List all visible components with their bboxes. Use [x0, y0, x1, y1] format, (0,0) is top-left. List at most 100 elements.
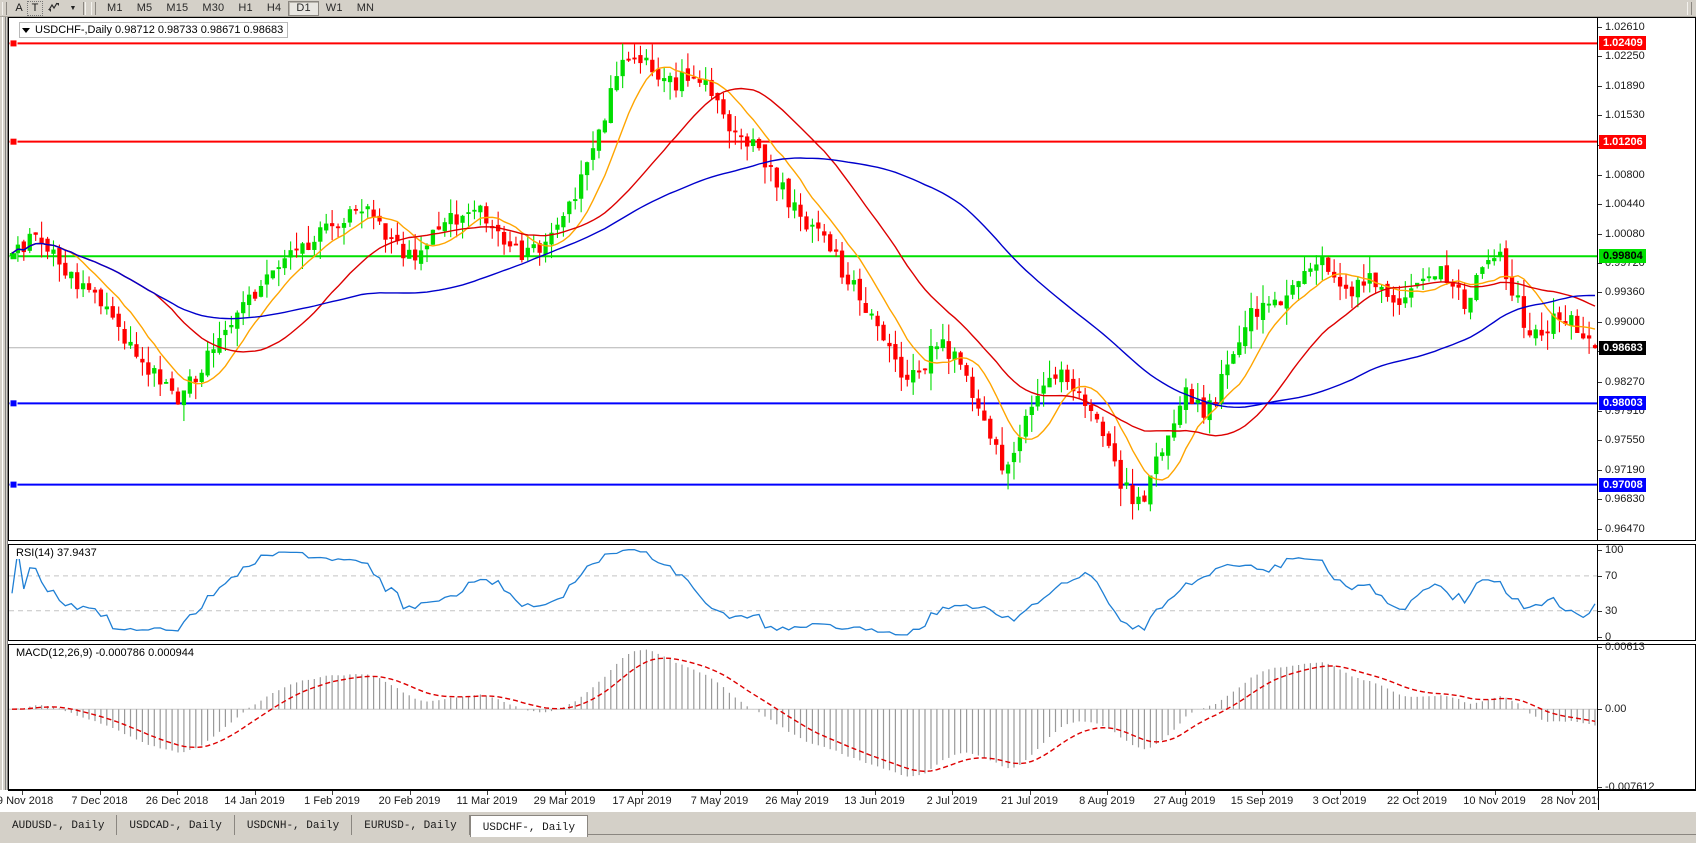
level-handle-resistance-1-01206[interactable]: [9, 137, 18, 146]
candle-body: [365, 206, 370, 210]
candle-body: [1569, 315, 1574, 326]
macd-canvas[interactable]: [9, 645, 1598, 789]
price-tag-0-99804[interactable]: 0.99804: [1599, 249, 1646, 264]
drawing-tools-icon[interactable]: [43, 1, 64, 16]
candle-body: [1498, 251, 1503, 257]
candle-body: [590, 148, 596, 160]
candle-body: [626, 58, 631, 61]
candle-body: [98, 289, 104, 307]
timeframe-grip[interactable]: [91, 1, 96, 15]
price-tick-label: 1.02250: [1605, 50, 1645, 63]
candle-body: [1148, 475, 1153, 505]
macd-signal-line[interactable]: [11, 657, 1596, 773]
candle-body: [833, 249, 839, 252]
timeframe-m15[interactable]: M15: [166, 2, 189, 14]
chart-tab-eurusd[interactable]: EURUSD-, Daily: [352, 815, 470, 835]
price-tag-1-02409[interactable]: 1.02409: [1599, 36, 1646, 51]
symbol-header-text: USDCHF-,Daily 0.98712 0.98733 0.98671 0.…: [35, 24, 284, 36]
toolbar-grip[interactable]: [2, 1, 7, 15]
candle-body: [1385, 283, 1390, 297]
moving-average-ma-mid-25[interactable]: [11, 87, 1596, 437]
price-tick-label: 1.00080: [1605, 227, 1645, 240]
candle-body: [507, 241, 513, 247]
candle-body: [1373, 272, 1378, 288]
timeframe-m1[interactable]: M1: [107, 2, 123, 14]
timeframe-mn[interactable]: MN: [356, 2, 375, 14]
level-handle-support-0-98003[interactable]: [9, 399, 18, 408]
price-tick-label: 1.00440: [1605, 198, 1645, 211]
toolbar-end-grip[interactable]: [1687, 2, 1692, 15]
candle-body: [27, 233, 32, 251]
candle-body: [614, 76, 619, 91]
candle-body: [1302, 271, 1307, 284]
date-tick-mark: [99, 791, 101, 795]
price-tag-0-97008[interactable]: 0.97008: [1599, 477, 1646, 492]
date-tick-label: 27 Aug 2019: [1153, 795, 1216, 807]
candle-body: [128, 341, 133, 346]
candle-body: [1160, 452, 1165, 457]
timeframe-d1[interactable]: D1: [288, 0, 319, 16]
symbol-header[interactable]: USDCHF-,Daily 0.98712 0.98733 0.98671 0.…: [19, 22, 289, 38]
chart-tab-usdcad[interactable]: USDCAD-, Daily: [117, 815, 235, 835]
candle-body: [1361, 281, 1366, 286]
date-axis[interactable]: 19 Nov 2018 7 Dec 2018 26 Dec 2018 14 Jan 2…: [0, 790, 1603, 810]
date-tick-label: 3 Oct 2019: [1312, 795, 1367, 807]
moving-average-ma-slow-60[interactable]: [11, 157, 1596, 409]
candle-body: [448, 212, 453, 225]
timeframe-h4[interactable]: H4: [266, 2, 282, 14]
candle-body: [454, 214, 459, 225]
price-axis[interactable]: 1.026101.022501.018901.015301.011601.008…: [1597, 18, 1695, 540]
candle-body: [1094, 413, 1100, 420]
candle-body: [1023, 415, 1028, 437]
price-tick-label: 0.97550: [1605, 434, 1645, 447]
candle-body: [1326, 257, 1331, 272]
candle-body: [1029, 406, 1034, 416]
rsi-canvas[interactable]: [9, 545, 1598, 640]
candle-body: [768, 165, 774, 167]
rsi-line[interactable]: [11, 549, 1596, 636]
moving-average-ma-fast-9[interactable]: [11, 66, 1596, 481]
macd-panel[interactable]: MACD(12,26,9) -0.000786 0.000944 0.00613…: [8, 641, 1696, 793]
candle-body: [9, 253, 15, 257]
text-label-tool-icon[interactable]: T: [27, 0, 43, 16]
candle-body: [229, 325, 234, 328]
candle-body: [1100, 421, 1106, 437]
date-tick-mark: [1184, 791, 1186, 795]
price-tag-0-98003[interactable]: 0.98003: [1599, 396, 1646, 411]
candle-body: [1011, 452, 1017, 463]
timeframe-m5[interactable]: M5: [136, 2, 153, 14]
candle-body: [555, 224, 560, 230]
date-tick-mark: [1572, 791, 1573, 795]
chart-tab-bar: AUDUSD-, Daily USDCAD-, Daily USDCNH-, D…: [0, 811, 1696, 843]
price-tag-0-98683[interactable]: 0.98683: [1599, 340, 1646, 355]
price-chart-panel[interactable]: USDCHF-,Daily 0.98712 0.98733 0.98671 0.…: [8, 17, 1696, 541]
candlestick-series: [9, 43, 1598, 520]
chart-left-rail: [0, 17, 8, 790]
date-tick-mark: [409, 791, 411, 795]
text-tool-icon[interactable]: A: [15, 1, 23, 14]
candle-body: [679, 71, 685, 92]
chart-tab-usdcnh[interactable]: USDCNH-, Daily: [235, 815, 353, 835]
candle-body: [638, 55, 643, 64]
price-tick-mark: [1598, 204, 1602, 206]
candle-body: [383, 223, 388, 240]
drawing-tools-chevron-down-icon[interactable]: ▼: [69, 4, 77, 12]
candle-body: [252, 291, 258, 299]
price-chart-canvas[interactable]: [9, 18, 1598, 540]
level-handle-resistance-1-02409[interactable]: [9, 39, 18, 48]
date-tick-mark: [1417, 791, 1418, 795]
timeframe-w1[interactable]: W1: [325, 2, 343, 14]
level-handle-support-0-97008[interactable]: [9, 480, 18, 489]
price-tick-mark: [1598, 263, 1602, 265]
chart-tab-audusd[interactable]: AUDUSD-, Daily: [0, 815, 118, 835]
chart-tab-usdchf[interactable]: USDCHF-, Daily: [469, 815, 589, 837]
candle-body: [389, 237, 394, 239]
price-tag-1-01206[interactable]: 1.01206: [1599, 134, 1646, 149]
candle-body: [1462, 289, 1467, 309]
timeframe-h1[interactable]: H1: [238, 2, 253, 14]
collapse-triangle-icon[interactable]: [22, 27, 30, 33]
timeframe-m30[interactable]: M30: [202, 2, 225, 14]
candle-body: [1237, 342, 1242, 355]
rsi-panel[interactable]: RSI(14) 37.9437 100 70 30 0: [8, 544, 1696, 643]
candle-body: [246, 294, 252, 306]
